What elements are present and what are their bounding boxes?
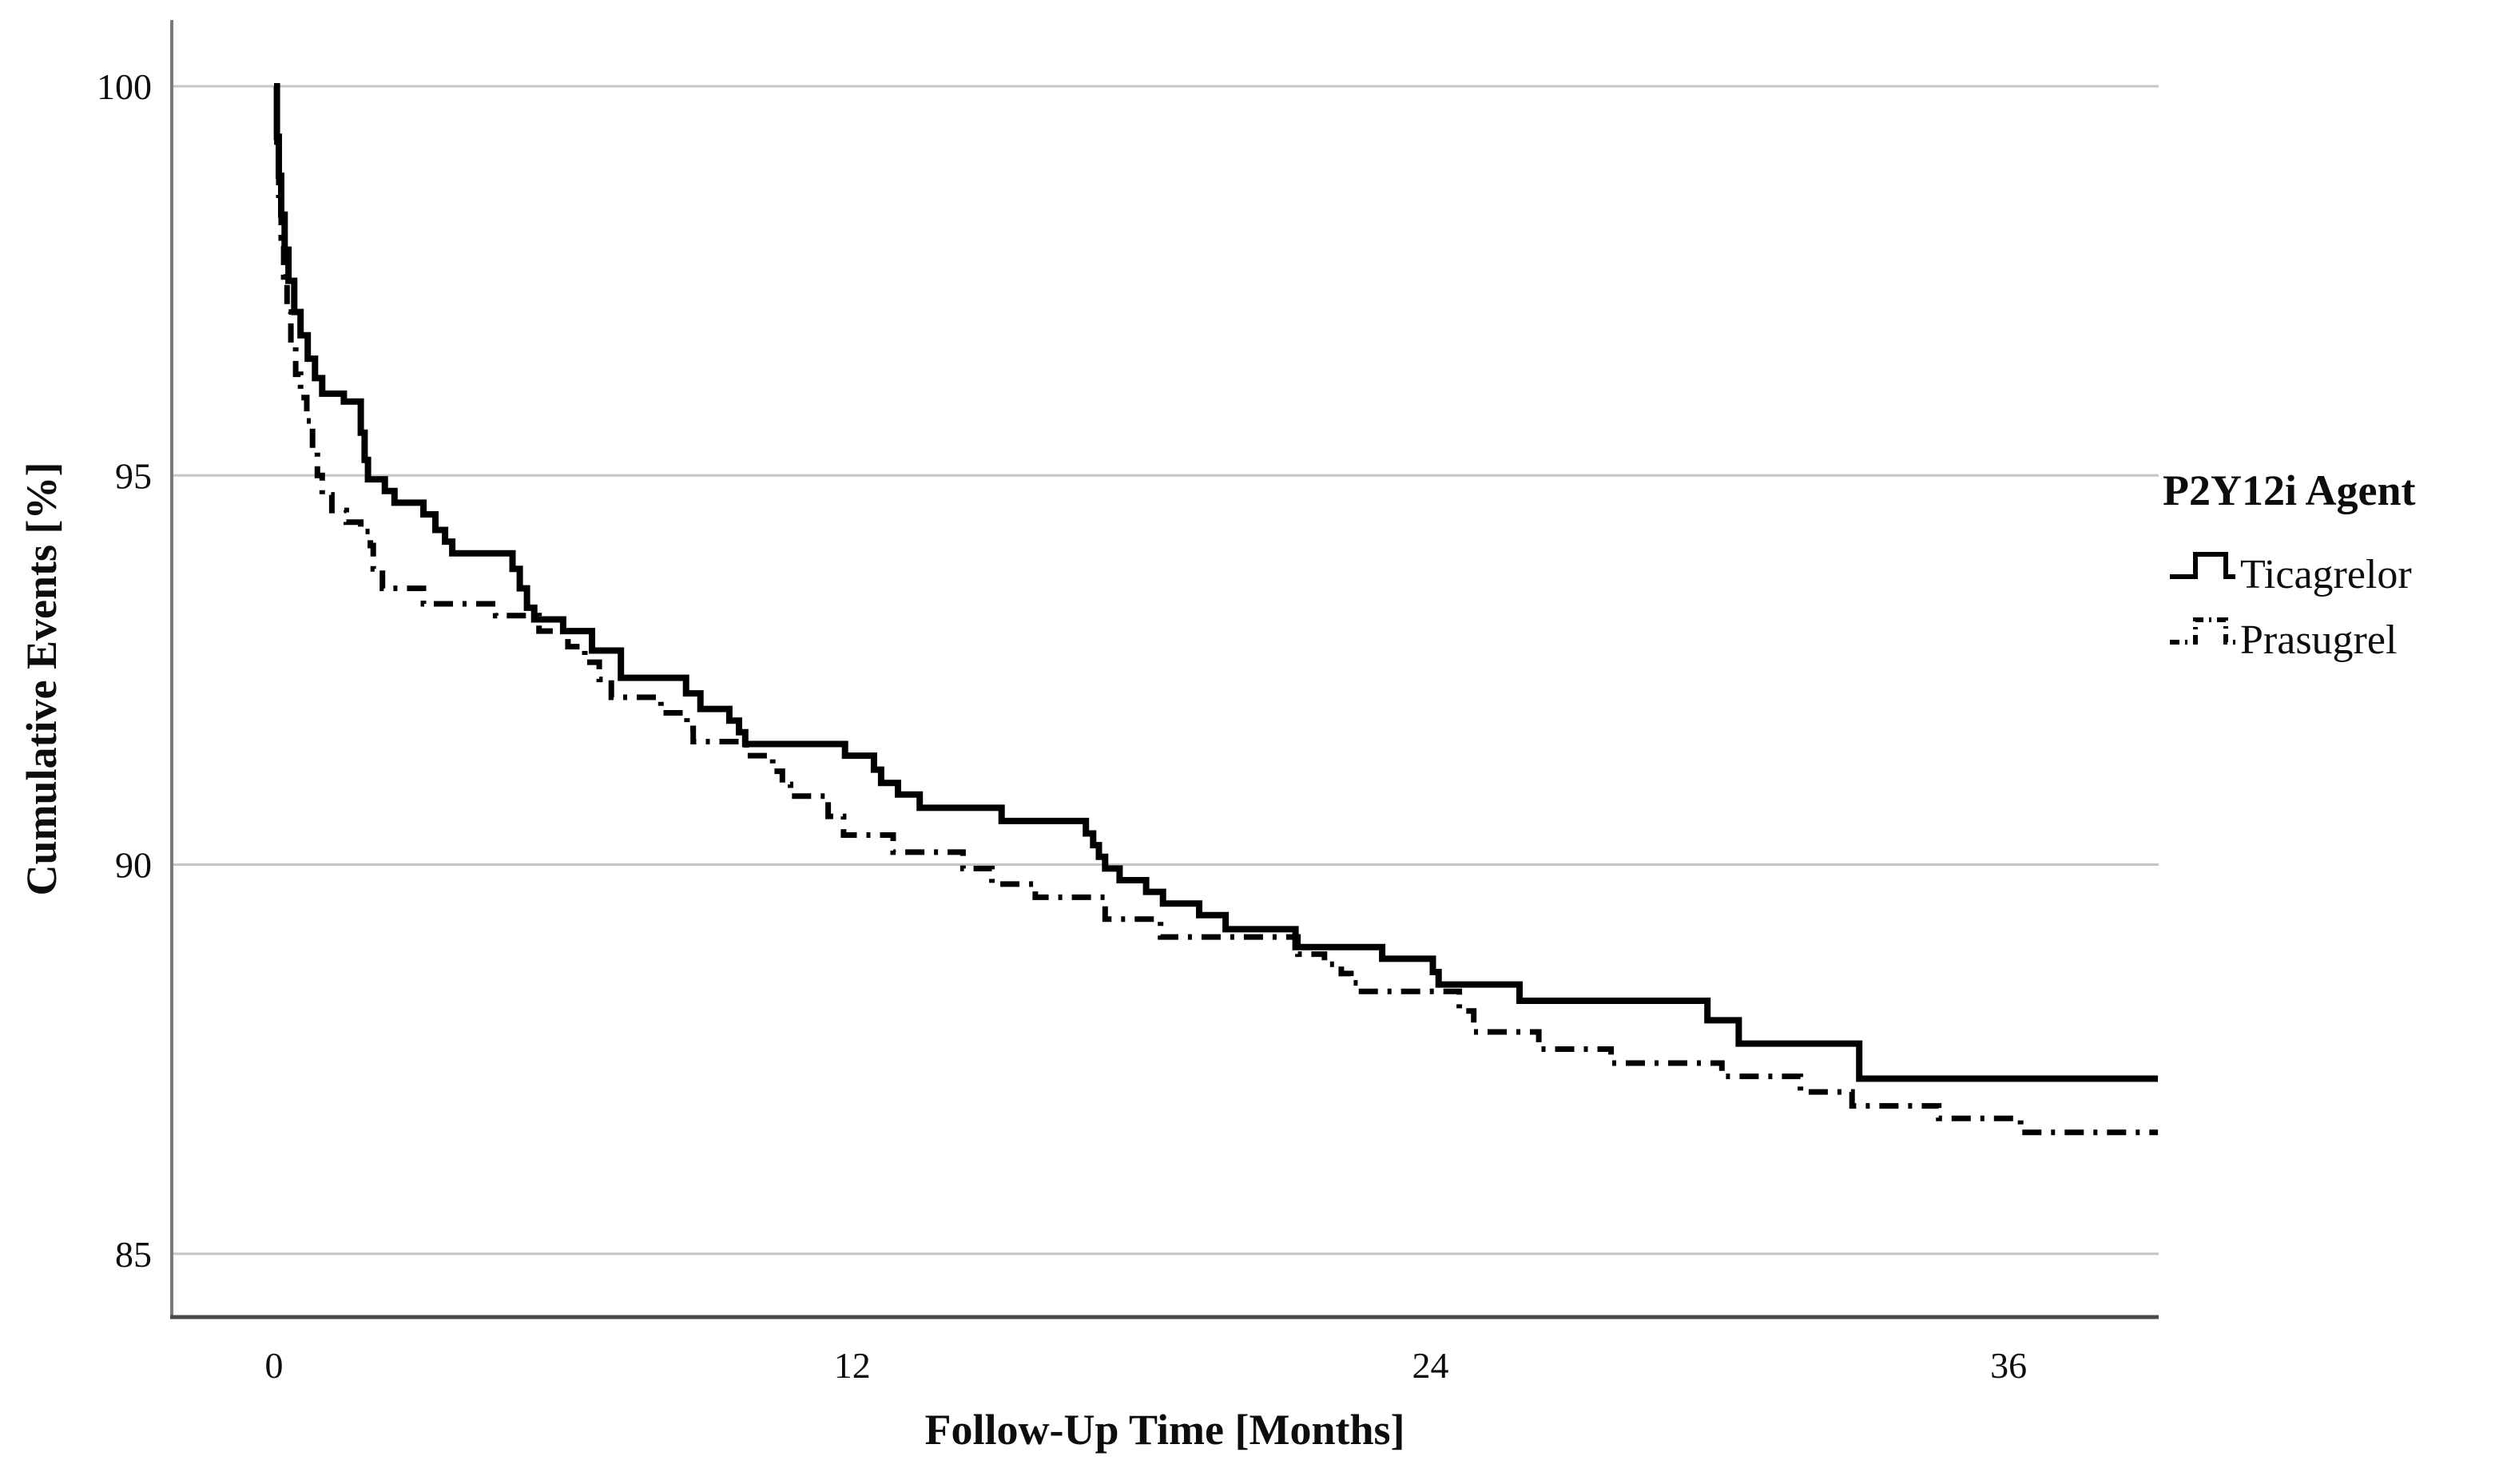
legend-label-ticagrelor: Ticagrelor [2240, 552, 2412, 597]
y-tick-labels: 100 95 90 85 [97, 66, 152, 1275]
x-axis-title: Follow-Up Time [Months] [924, 1406, 1404, 1454]
y-axis-title: Cumulative Events [%] [18, 462, 66, 896]
legend-symbol-ticagrelor [2170, 552, 2235, 579]
legend-symbol-prasugrel [2170, 617, 2235, 645]
y-tick-label: 90 [115, 845, 152, 886]
x-tick-label: 12 [834, 1345, 871, 1386]
legend-title: P2Y12i Agent [2163, 466, 2416, 514]
axes [170, 20, 2159, 1319]
y-tick-label: 100 [97, 66, 152, 107]
y-tick-label: 85 [115, 1234, 152, 1275]
legend-label-prasugrel: Prasugrel [2240, 617, 2397, 663]
y-tick-label: 95 [115, 455, 152, 496]
x-tick-label: 24 [1412, 1345, 1448, 1386]
x-tick-label: 0 [265, 1345, 284, 1386]
x-tick-label: 36 [1990, 1345, 2027, 1386]
legend: P2Y12i Agent Ticagrelor Prasugrel [2163, 466, 2416, 663]
x-tick-labels: 0 12 24 36 [265, 1345, 2028, 1386]
gridlines [172, 85, 2159, 1256]
series-prasugrel-line [274, 83, 2159, 1136]
series-ticagrelor-line [273, 83, 2159, 1082]
